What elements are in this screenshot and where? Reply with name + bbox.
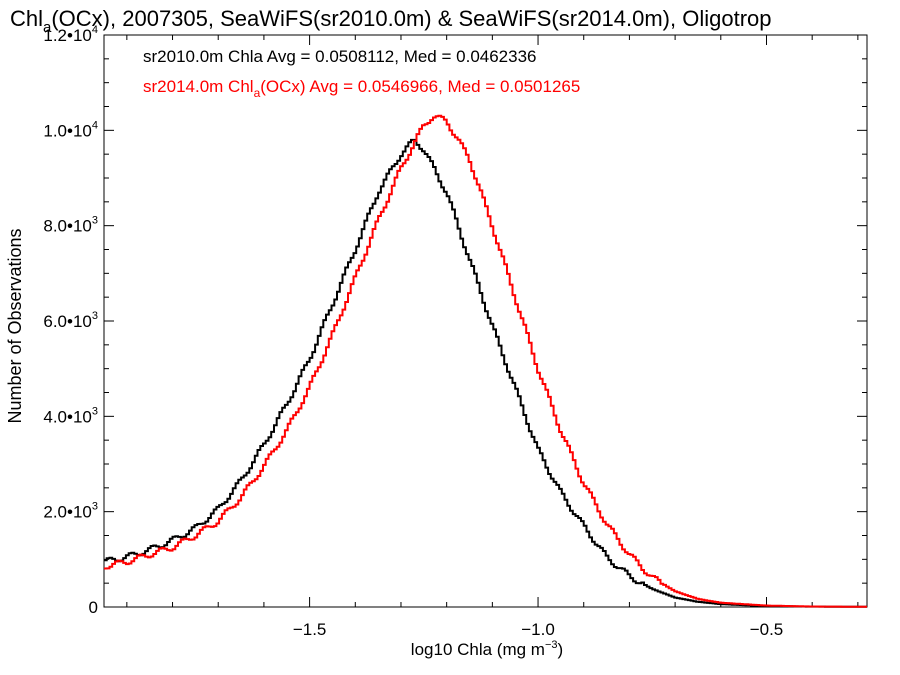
y-tick-exponent: 3: [92, 310, 98, 322]
y-axis-label: Number of Observations: [5, 228, 25, 423]
series-line-2: [104, 114, 867, 608]
x-axis-label-main: log10 Chla (mg m: [411, 640, 545, 659]
chart-title: Chla(OCx), 2007305, SeaWiFS(sr2010.0m) &…: [10, 6, 772, 36]
y-tick-exponent: 4: [92, 119, 98, 131]
annotation-2-subscript: a: [254, 86, 261, 100]
y-tick-label: 0: [89, 598, 98, 617]
y-tick-mantissa: 1.2•10: [43, 26, 92, 45]
annotation-series-1: sr2010.0m Chla Avg = 0.0508112, Med = 0.…: [143, 47, 537, 66]
x-tick-label: −1.5: [293, 620, 327, 639]
title-part-1: Chl: [10, 6, 43, 31]
y-tick-label: 8.0•103: [43, 215, 98, 236]
y-tick-mantissa: 4.0•10: [43, 407, 92, 426]
title-subscript: a: [43, 19, 52, 36]
y-tick-exponent: 3: [92, 215, 98, 227]
y-tick-label: 2.0•103: [43, 501, 98, 522]
x-tick-labels: −1.5 −1.0 −0.5: [293, 620, 783, 639]
x-axis-label: log10 Chla (mg m−3): [411, 639, 563, 659]
y-tick-exponent: 3: [92, 405, 98, 417]
axis-ticks: [104, 34, 867, 608]
y-tick-label: 4.0•103: [43, 405, 98, 426]
x-tick-label: −1.0: [521, 620, 555, 639]
y-tick-mantissa: 8.0•10: [43, 217, 92, 236]
y-tick-mantissa: 6.0•10: [43, 312, 92, 331]
y-tick-exponent: 4: [92, 24, 98, 36]
series-lines: [104, 114, 867, 608]
y-tick-labels: 02.0•1034.0•1036.0•1038.0•1031.0•1041.2•…: [43, 24, 98, 617]
y-tick-mantissa: 0: [89, 598, 98, 617]
x-axis-label-sup: −3: [545, 639, 558, 651]
y-tick-exponent: 3: [92, 501, 98, 513]
x-axis-label-close: ): [558, 640, 564, 659]
y-tick-mantissa: 2.0•10: [43, 503, 92, 522]
annotation-2-part-a: sr2014.0m Chl: [143, 77, 254, 96]
y-tick-label: 6.0•103: [43, 310, 98, 331]
y-tick-label: 1.2•104: [43, 24, 98, 45]
x-tick-label: −0.5: [750, 620, 784, 639]
y-tick-label: 1.0•104: [43, 119, 98, 140]
annotation-2-part-b: (OCx) Avg = 0.0546966, Med = 0.0501265: [260, 77, 580, 96]
title-part-2: (OCx), 2007305, SeaWiFS(sr2010.0m) & Sea…: [51, 6, 771, 31]
series-line-1: [104, 138, 867, 608]
y-tick-mantissa: 1.0•10: [43, 121, 92, 140]
annotation-series-2: sr2014.0m Chla(OCx) Avg = 0.0546966, Med…: [143, 77, 580, 100]
